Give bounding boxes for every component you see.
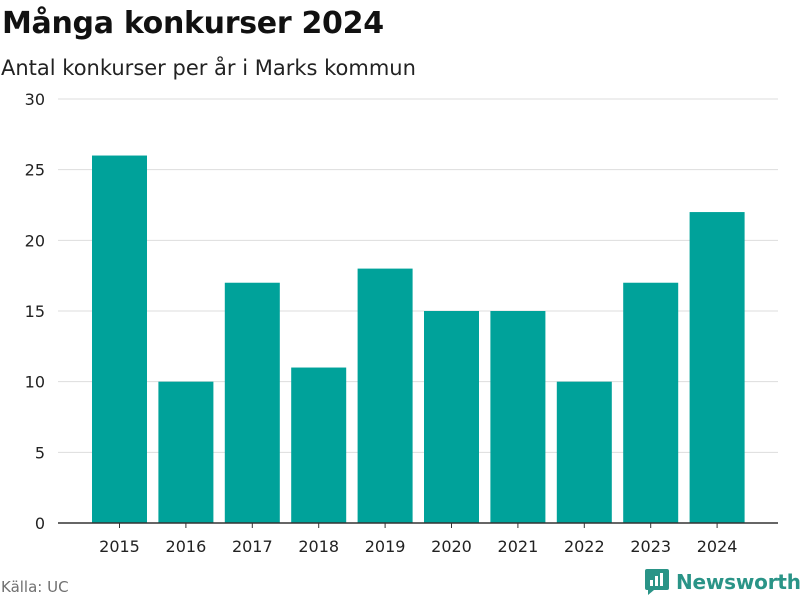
bar-2024 [689, 212, 745, 524]
bar-2023 [623, 282, 679, 523]
bar-2017 [224, 282, 280, 523]
x-tick-label: 2023 [630, 537, 671, 556]
x-tick-label: 2016 [166, 537, 207, 556]
x-tick-label: 2020 [431, 537, 472, 556]
bar-2018 [291, 367, 347, 523]
source-note: Källa: UC [1, 578, 69, 596]
x-tick-label: 2015 [99, 537, 140, 556]
x-axis-ticks: 2015 2016 2017 2018 2019 2020 2021 2022 2023 2024 [99, 523, 737, 556]
bar-2015 [92, 155, 147, 524]
x-tick-label: 2019 [365, 537, 406, 556]
brand-name: Newsworthy [676, 570, 800, 594]
x-tick-label: 2024 [697, 537, 738, 556]
y-tick-label: 0 [35, 514, 45, 533]
x-tick-label: 2018 [298, 537, 339, 556]
bar-2016 [158, 381, 214, 523]
chart-title: Många konkurser 2024 [2, 6, 384, 41]
y-tick-label: 20 [25, 231, 45, 250]
y-tick-label: 25 [25, 161, 45, 180]
newsworthy-brand: Newsworthy [644, 568, 800, 596]
bar-2020 [424, 311, 479, 523]
x-tick-label: 2021 [498, 537, 539, 556]
bar-2019 [357, 268, 413, 523]
bars [92, 155, 745, 524]
newsworthy-logo-icon [645, 569, 669, 595]
bar-2021 [490, 311, 546, 523]
y-axis-ticks: 0 5 10 15 20 25 30 [25, 90, 45, 533]
bar-2022 [556, 381, 612, 523]
y-tick-label: 30 [25, 90, 45, 109]
y-tick-label: 10 [25, 373, 45, 392]
x-tick-label: 2017 [232, 537, 273, 556]
chart-subtitle: Antal konkurser per år i Marks kommun [1, 56, 416, 80]
x-tick-label: 2022 [564, 537, 605, 556]
y-tick-label: 5 [35, 443, 45, 462]
y-tick-label: 15 [25, 302, 45, 321]
